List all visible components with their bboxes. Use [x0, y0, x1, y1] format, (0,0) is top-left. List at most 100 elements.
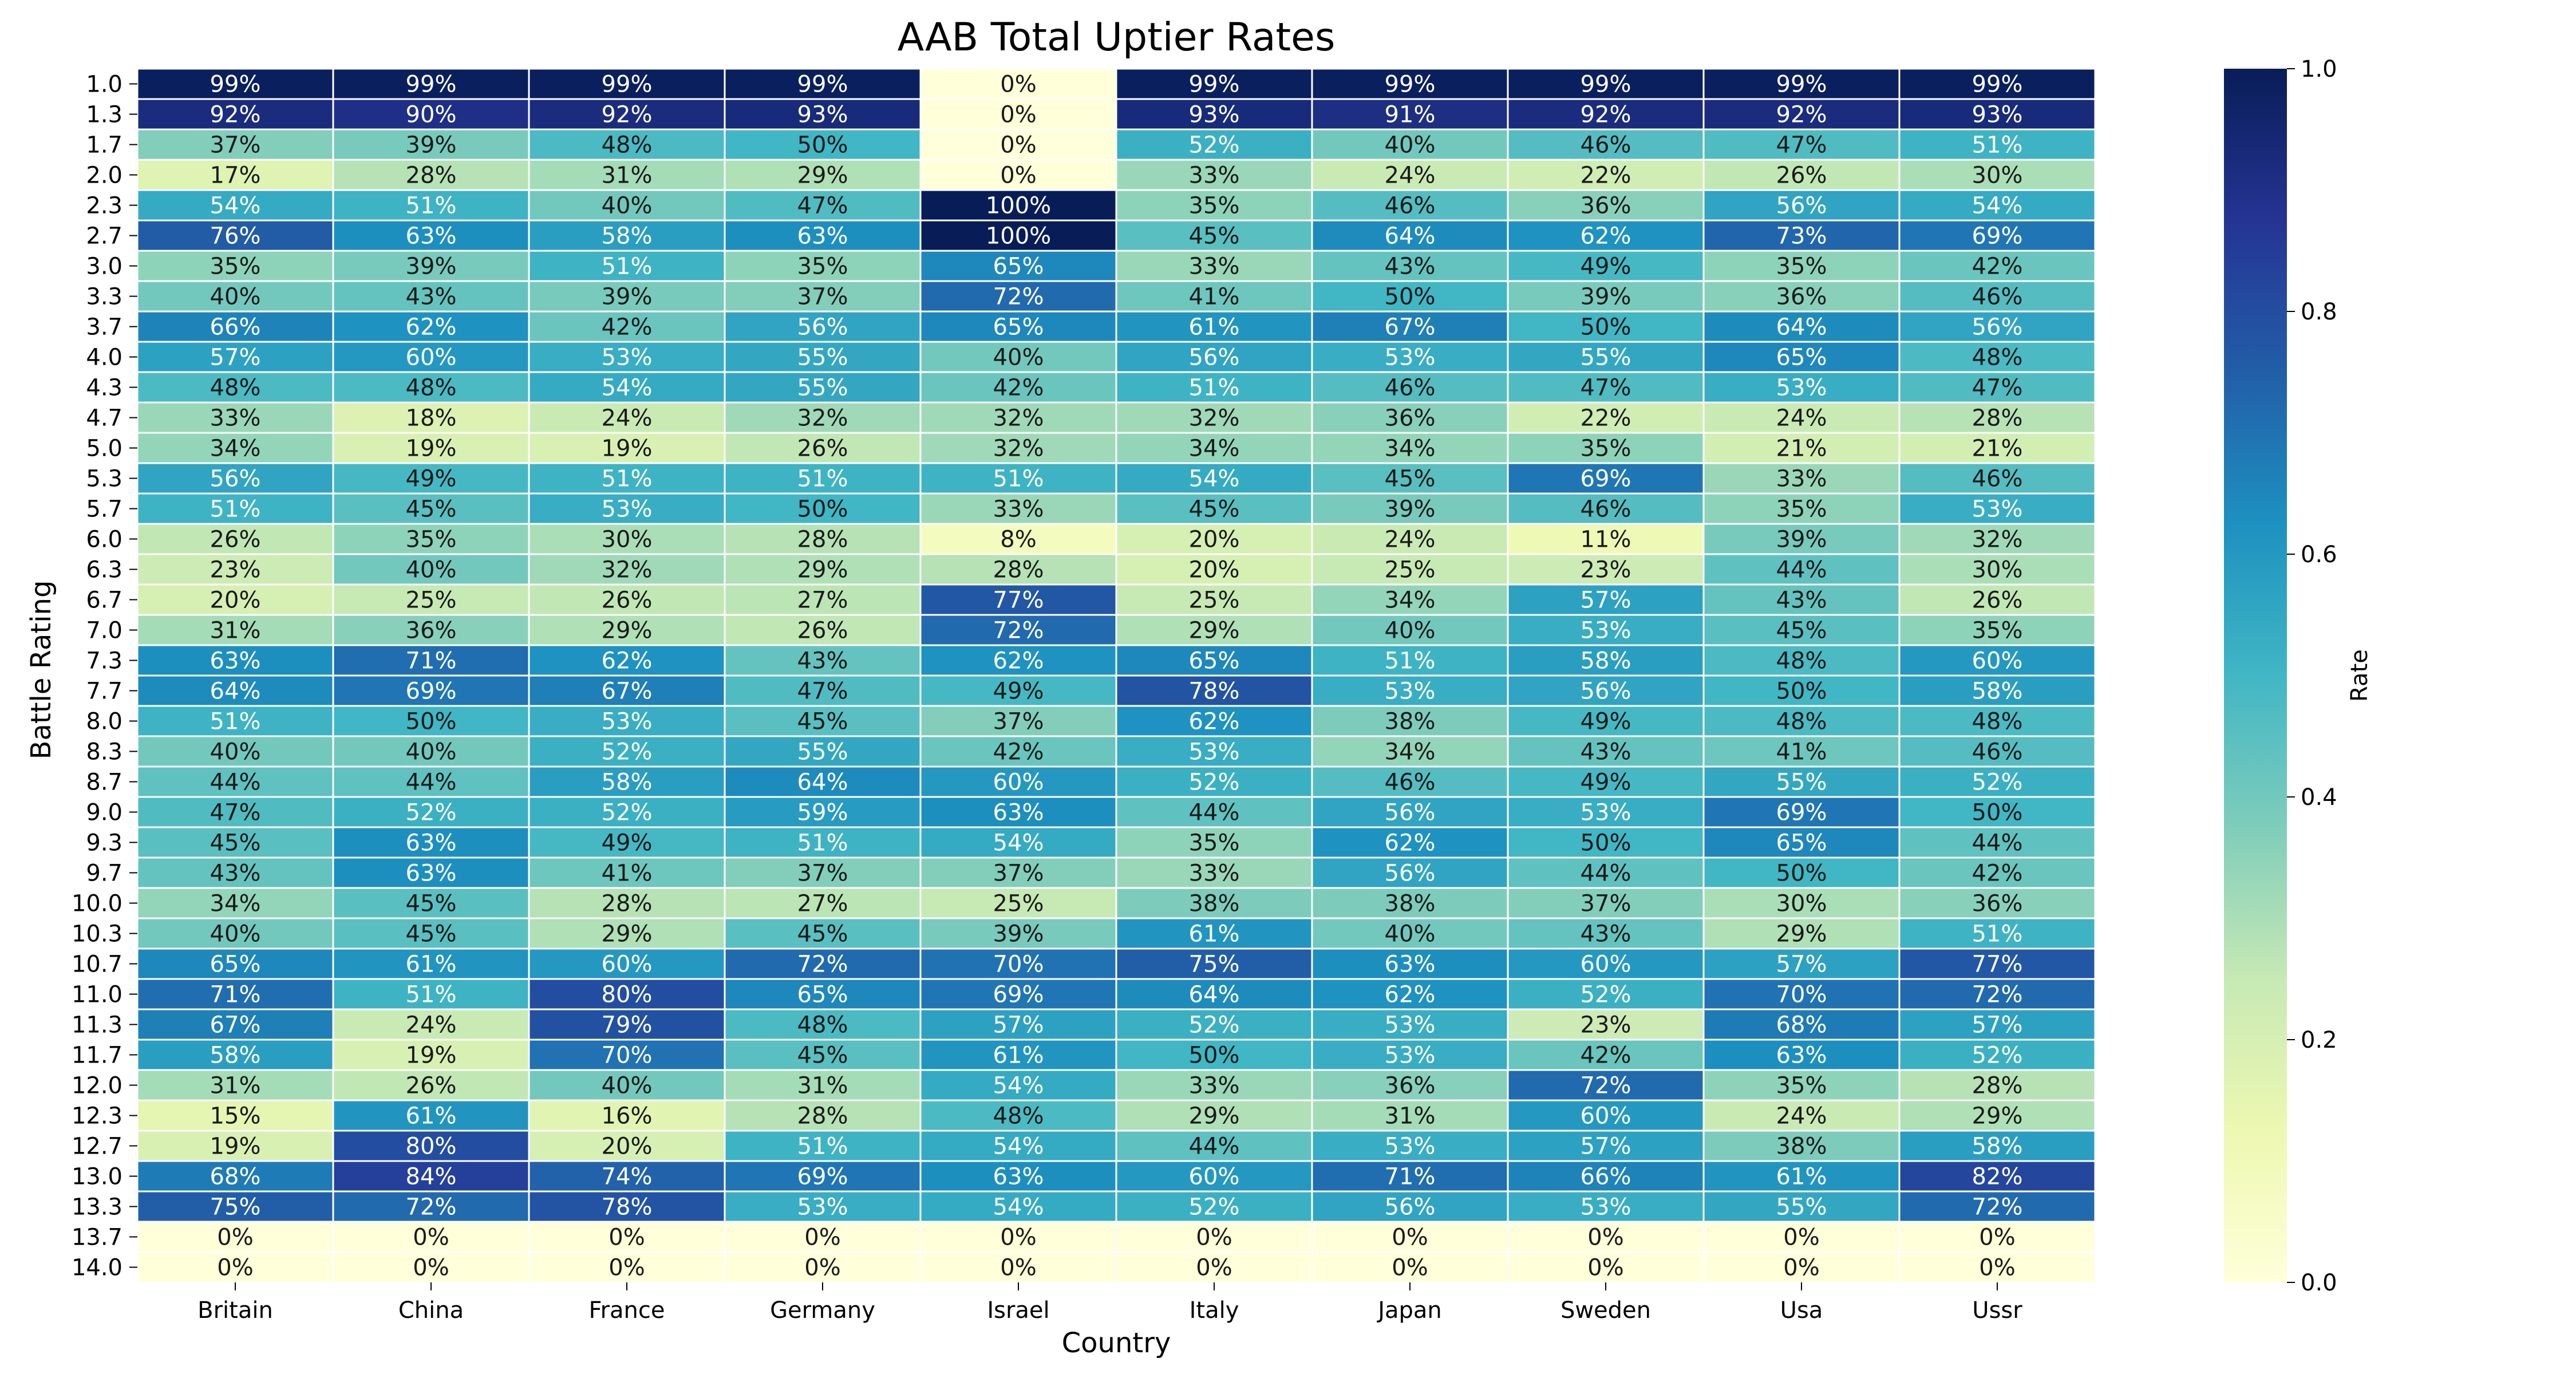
heatmap-cell	[1702, 310, 1901, 343]
cell-value-label: 43%	[1385, 254, 1436, 280]
cell-value-label: 51%	[797, 1134, 848, 1160]
cell-value-label: 67%	[210, 1012, 261, 1039]
cell-value-label: 72%	[797, 951, 848, 978]
cell-value-label: 31%	[602, 163, 653, 189]
heatmap-cell	[919, 189, 1117, 222]
y-tick-label: 9.0	[86, 800, 123, 826]
cell-value-label: 65%	[1189, 648, 1240, 674]
heatmap-cell	[1507, 189, 1705, 222]
cell-value-label: 58%	[602, 769, 653, 796]
heatmap-cell	[1898, 280, 2096, 313]
cell-value-label: 93%	[797, 102, 848, 128]
heatmap-cell	[1702, 432, 1901, 464]
heatmap-cell	[332, 98, 530, 131]
y-tick-label: 12.7	[72, 1134, 123, 1160]
y-tick-label: 11.7	[72, 1043, 123, 1069]
cell-value-label: 42%	[1972, 860, 2023, 887]
cell-value-label: 93%	[1972, 102, 2023, 128]
cell-value-label: 0%	[804, 1255, 840, 1281]
x-tick-label: Japan	[1376, 1297, 1442, 1324]
cell-value-label: 40%	[602, 1073, 653, 1099]
heatmap-cell	[1898, 401, 2096, 434]
cell-value-label: 60%	[1189, 1164, 1240, 1190]
y-tick-label: 5.7	[86, 496, 123, 523]
cell-value-label: 78%	[1189, 678, 1240, 705]
heatmap-cell	[1507, 68, 1705, 100]
cell-value-label: 28%	[602, 891, 653, 917]
cell-value-label: 31%	[1385, 1103, 1436, 1130]
heatmap-cell	[528, 1251, 726, 1284]
cell-value-label: 57%	[1776, 951, 1827, 978]
heatmap-cell	[1311, 1251, 1509, 1284]
heatmap-cell	[1507, 432, 1705, 464]
cell-value-label: 40%	[210, 921, 261, 947]
heatmap-cell	[332, 371, 530, 404]
cell-value-label: 8%	[1000, 527, 1036, 553]
heatmap-cell	[332, 917, 530, 950]
cell-value-label: 0%	[1000, 163, 1036, 189]
heatmap-cell	[1702, 189, 1901, 222]
heatmap-cell	[1115, 98, 1313, 131]
heatmap-cell	[1311, 250, 1509, 282]
heatmap-cell	[919, 310, 1117, 343]
y-tick-label: 4.7	[86, 405, 123, 432]
cell-value-label: 42%	[602, 314, 653, 341]
cell-value-label: 63%	[993, 1164, 1044, 1190]
cell-value-label: 72%	[1972, 982, 2023, 1008]
cell-value-label: 73%	[1776, 223, 1827, 250]
heatmap-cell	[528, 644, 726, 677]
cell-value-label: 80%	[602, 982, 653, 1008]
y-tick-label: 5.3	[86, 466, 123, 492]
cell-value-label: 53%	[797, 1194, 848, 1221]
cell-value-label: 99%	[797, 72, 848, 98]
cell-value-label: 63%	[406, 860, 457, 887]
cell-value-label: 56%	[1385, 860, 1436, 887]
cell-value-label: 34%	[210, 891, 261, 917]
x-tick-label: Israel	[987, 1297, 1049, 1324]
cell-value-label: 52%	[1581, 982, 1631, 1008]
heatmap-cell	[332, 887, 530, 919]
cell-value-label: 24%	[1385, 163, 1436, 189]
cell-value-label: 72%	[406, 1194, 457, 1221]
heatmap-cell	[136, 705, 334, 737]
cell-value-label: 99%	[602, 72, 653, 98]
cell-value-label: 54%	[210, 193, 261, 219]
cell-value-label: 47%	[797, 678, 848, 705]
heatmap-cell	[1115, 219, 1313, 252]
x-tick-labels: Britain China France Germany Israel Italy Japa…	[197, 1282, 2022, 1324]
cell-value-label: 45%	[210, 830, 261, 856]
heatmap-cell	[1702, 1160, 1901, 1193]
cell-value-label: 35%	[1189, 830, 1240, 856]
cell-value-label: 36%	[1581, 193, 1631, 219]
cell-value-label: 58%	[602, 223, 653, 250]
cell-value-label: 43%	[1776, 587, 1827, 614]
cell-value-label: 63%	[993, 800, 1044, 826]
cell-value-label: 36%	[1776, 284, 1827, 310]
cell-value-label: 0%	[1392, 1225, 1428, 1251]
heatmap-cell	[1507, 1008, 1705, 1041]
cell-value-label: 57%	[1972, 1012, 2023, 1039]
cell-value-label: 43%	[1581, 739, 1631, 765]
cell-value-label: 22%	[1581, 163, 1631, 189]
cell-value-label: 32%	[1972, 527, 2023, 553]
cell-value-label: 70%	[993, 951, 1044, 978]
cell-value-label: 53%	[1776, 375, 1827, 401]
heatmap-cell	[136, 462, 334, 495]
heatmap-cell	[724, 280, 922, 313]
cell-value-label: 34%	[1385, 436, 1436, 462]
cell-value-label: 49%	[993, 678, 1044, 705]
chart-title: AAB Total Uptier Rates	[898, 15, 1336, 60]
heatmap-cell	[1311, 189, 1509, 222]
cell-value-label: 56%	[210, 466, 261, 492]
cell-value-label: 30%	[1972, 163, 2023, 189]
heatmap-cell	[724, 1099, 922, 1132]
heatmap-cell	[1702, 128, 1901, 161]
y-tick-label: 2.0	[86, 163, 123, 189]
cell-value-label: 44%	[1581, 860, 1631, 887]
heatmap-cell	[1115, 432, 1313, 464]
heatmap-cell	[1507, 1039, 1705, 1071]
cell-value-label: 48%	[1776, 648, 1827, 674]
cell-value-label: 54%	[1189, 466, 1240, 492]
cell-value-label: 19%	[602, 436, 653, 462]
